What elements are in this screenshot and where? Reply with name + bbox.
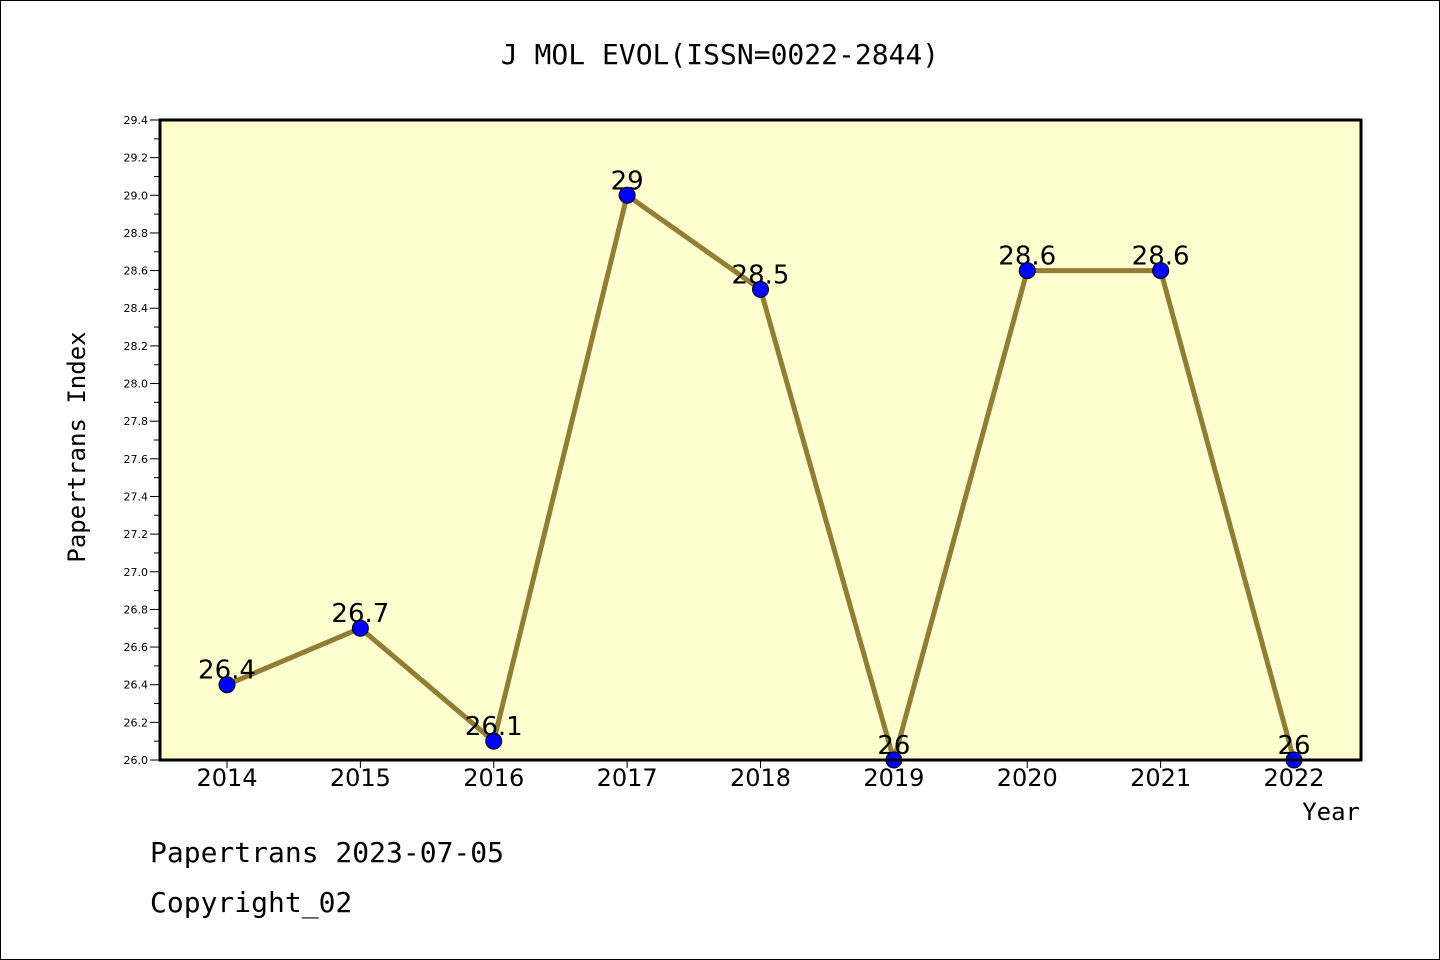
- y-tick-label: 28.0: [124, 378, 149, 391]
- y-tick-label: 29.0: [124, 189, 149, 202]
- y-axis-label: Papertrans Index: [63, 331, 91, 562]
- x-tick-label: 2021: [1130, 764, 1191, 792]
- y-tick-label: 26.2: [124, 716, 149, 729]
- footer-copyright: Copyright_02: [150, 886, 353, 919]
- x-tick-label: 2015: [330, 764, 391, 792]
- y-tick-label: 28.8: [124, 227, 149, 240]
- x-tick-label: 2019: [863, 764, 924, 792]
- plot-background: [160, 120, 1361, 760]
- data-point: [1018, 262, 1036, 280]
- x-tick-label: 2020: [997, 764, 1058, 792]
- y-tick-label: 26.8: [124, 603, 149, 616]
- x-tick-label: 2022: [1263, 764, 1324, 792]
- data-point: [485, 732, 503, 750]
- x-axis-label: Year: [1302, 798, 1360, 826]
- x-tick-label: 2018: [730, 764, 791, 792]
- data-point: [351, 619, 369, 637]
- y-tick-label: 29.2: [124, 152, 149, 165]
- footer-date: Papertrans 2023-07-05: [150, 836, 505, 869]
- data-point: [618, 186, 636, 204]
- data-point: [218, 676, 236, 694]
- x-tick-label: 2017: [597, 764, 658, 792]
- y-tick-label: 29.4: [124, 114, 149, 127]
- x-tick-label: 2016: [463, 764, 524, 792]
- y-tick-label: 27.8: [124, 415, 149, 428]
- y-tick-label: 26.6: [124, 641, 149, 654]
- data-point: [752, 280, 769, 298]
- y-tick-label: 27.0: [124, 566, 149, 579]
- chart-title: J MOL EVOL(ISSN=0022-2844): [500, 38, 940, 71]
- y-tick-label: 27.6: [124, 453, 149, 466]
- data-point: [1152, 262, 1170, 280]
- y-tick-label: 28.2: [124, 340, 149, 353]
- y-tick-label: 27.2: [124, 528, 149, 541]
- y-tick-label: 26.0: [124, 754, 149, 767]
- x-tick-label: 2014: [196, 764, 257, 792]
- y-tick-label: 28.4: [124, 302, 149, 315]
- y-tick-label: 28.6: [124, 265, 149, 278]
- y-tick-label: 27.4: [124, 490, 149, 503]
- y-tick-label: 26.4: [124, 679, 149, 692]
- plot-border: [158, 118, 1363, 762]
